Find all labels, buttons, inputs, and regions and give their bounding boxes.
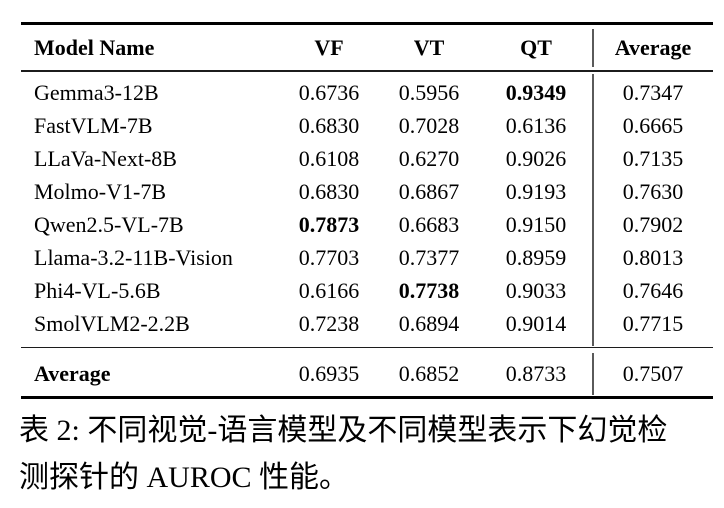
model-name-cell: Phi4-VL-5.6B [34,278,161,303]
qt-cell: 0.8959 [505,245,567,270]
vf-cell: 0.6830 [298,179,360,204]
average-cell: 0.6665 [622,113,684,138]
model-name-cell: SmolVLM2-2.2B [34,311,190,336]
average-cell: 0.7347 [622,80,684,105]
column-separator-line [592,29,594,67]
vt-cell: 0.6683 [398,212,460,237]
vf-cell: 0.7238 [298,311,360,336]
table-row: Llama-3.2-11B-Vision 0.7703 0.7377 0.895… [21,242,713,275]
model-name-cell: Qwen2.5-VL-7B [34,212,184,237]
table-row: SmolVLM2-2.2B 0.7238 0.6894 0.9014 0.771… [21,308,713,341]
caption-line-1: 表 2: 不同视觉-语言模型及不同模型表示下幻觉检 [19,414,668,447]
average-cell: 0.7135 [622,146,684,171]
vf-cell: 0.6935 [298,360,360,386]
vt-cell: 0.6852 [398,360,460,386]
column-header-qt: QT [520,34,552,60]
qt-cell: 0.9349 [505,80,567,105]
column-header-vt: VT [413,34,445,60]
vt-cell: 0.5956 [398,80,460,105]
column-header-average: Average [614,34,692,60]
model-name-cell: FastVLM-7B [34,113,153,138]
qt-cell: 0.8733 [505,360,567,386]
table-footer-rule [21,346,713,348]
vf-cell: 0.6830 [298,113,360,138]
table-average-row: Average 0.6935 0.6852 0.8733 0.7507 [21,348,713,396]
model-name-cell: Gemma3-12B [34,80,159,105]
average-cell: 0.7902 [622,212,684,237]
vf-cell: 0.6166 [298,278,360,303]
results-table: Model Name VF VT QT Average Gemma3-12B 0… [21,22,713,399]
column-separator-line [592,74,594,346]
average-row-label: Average [34,360,111,386]
qt-cell: 0.9193 [505,179,567,204]
table-row: Molmo-V1-7B 0.6830 0.6867 0.9193 0.7630 [21,176,713,209]
qt-cell: 0.9150 [505,212,567,237]
table-body: Gemma3-12B 0.6736 0.5956 0.9349 0.7347 F… [21,72,713,347]
qt-cell: 0.9026 [505,146,567,171]
vf-cell: 0.6108 [298,146,360,171]
average-cell: 0.7507 [622,360,684,386]
caption-line-2: 测探针的 AUROC 性能。 [19,461,350,494]
table-caption: 表 2: 不同视觉-语言模型及不同模型表示下幻觉检 测探针的 AUROC 性能。 [19,407,721,501]
vt-cell: 0.7738 [398,278,460,303]
table-bottom-rule [21,396,713,399]
qt-cell: 0.9014 [505,311,567,336]
vt-cell: 0.6867 [398,179,460,204]
table-row: LLaVa-Next-8B 0.6108 0.6270 0.9026 0.713… [21,143,713,176]
vt-cell: 0.6270 [398,146,460,171]
vf-cell: 0.7873 [298,212,360,237]
table-row: FastVLM-7B 0.6830 0.7028 0.6136 0.6665 [21,110,713,143]
table-header-rule [21,70,713,72]
model-name-cell: Llama-3.2-11B-Vision [34,245,233,270]
vf-cell: 0.6736 [298,80,360,105]
model-name-cell: LLaVa-Next-8B [34,146,177,171]
model-name-cell: Molmo-V1-7B [34,179,166,204]
column-header-vf: VF [314,34,344,60]
table-top-rule [21,22,713,25]
qt-cell: 0.6136 [505,113,567,138]
average-cell: 0.7630 [622,179,684,204]
vt-cell: 0.6894 [398,311,460,336]
table-row: Phi4-VL-5.6B 0.6166 0.7738 0.9033 0.7646 [21,275,713,308]
column-separator-line [592,353,594,395]
average-cell: 0.7646 [622,278,684,303]
vf-cell: 0.7703 [298,245,360,270]
qt-cell: 0.9033 [505,278,567,303]
average-cell: 0.8013 [622,245,684,270]
table-row: Qwen2.5-VL-7B 0.7873 0.6683 0.9150 0.790… [21,209,713,242]
table-header-row: Model Name VF VT QT Average [21,25,713,70]
average-cell: 0.7715 [622,311,684,336]
column-header-model-name: Model Name [34,34,155,60]
vt-cell: 0.7028 [398,113,460,138]
table-row: Gemma3-12B 0.6736 0.5956 0.9349 0.7347 [21,77,713,110]
vt-cell: 0.7377 [398,245,460,270]
